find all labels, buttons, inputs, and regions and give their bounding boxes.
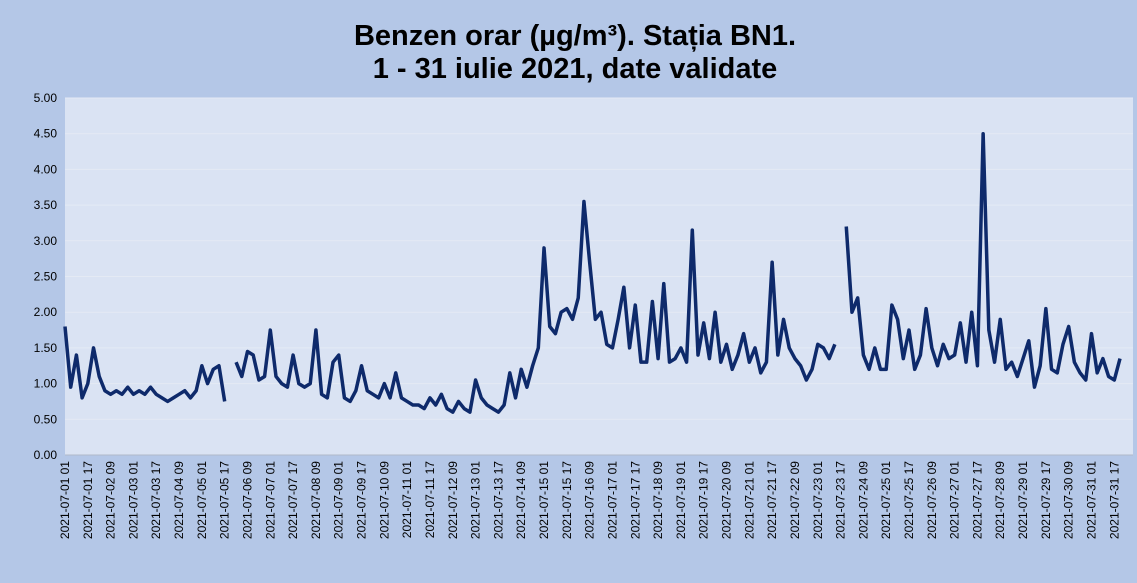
y-tick-label: 5.00 [34, 91, 58, 105]
y-tick-label: 0.00 [34, 448, 58, 462]
x-tick-label: 2021-07-09 01 [332, 461, 346, 539]
x-tick-label: 2021-07-29 17 [1039, 461, 1053, 539]
x-tick-label: 2021-07-05 17 [218, 461, 232, 539]
x-tick-label: 2021-07-25 01 [879, 461, 893, 539]
x-tick-label: 2021-07-01 01 [58, 461, 72, 539]
y-tick-label: 2.00 [34, 305, 58, 319]
x-tick-label: 2021-07-07 17 [286, 461, 300, 539]
x-tick-label: 2021-07-27 17 [970, 461, 984, 539]
x-tick-label: 2021-07-06 09 [240, 461, 254, 539]
x-tick-label: 2021-07-01 17 [81, 461, 95, 539]
y-tick-label: 0.50 [34, 412, 58, 426]
x-tick-label: 2021-07-19 17 [697, 461, 711, 539]
x-tick-label: 2021-07-03 17 [149, 461, 163, 539]
x-tick-label: 2021-07-21 17 [765, 461, 779, 539]
y-tick-label: 1.00 [34, 377, 58, 391]
x-tick-label: 2021-07-23 01 [811, 461, 825, 539]
x-tick-label: 2021-07-11 01 [400, 461, 414, 539]
x-tick-label: 2021-07-13 17 [491, 461, 505, 539]
x-tick-label: 2021-07-21 01 [742, 461, 756, 539]
x-tick-label: 2021-07-17 01 [605, 461, 619, 539]
x-tick-label: 2021-07-09 17 [355, 461, 369, 539]
y-tick-label: 3.50 [34, 198, 58, 212]
x-tick-label: 2021-07-15 17 [560, 461, 574, 539]
x-tick-label: 2021-07-25 17 [902, 461, 916, 539]
x-tick-label: 2021-07-04 09 [172, 461, 186, 539]
x-tick-label: 2021-07-31 17 [1107, 461, 1121, 539]
x-tick-label: 2021-07-17 17 [628, 461, 642, 539]
x-tick-label: 2021-07-14 09 [514, 461, 528, 539]
y-tick-label: 3.00 [34, 234, 58, 248]
x-tick-label: 2021-07-03 01 [126, 461, 140, 539]
x-tick-label: 2021-07-12 09 [446, 461, 460, 539]
x-tick-label: 2021-07-16 09 [583, 461, 597, 539]
x-tick-label: 2021-07-19 01 [674, 461, 688, 539]
x-tick-label: 2021-07-20 09 [720, 461, 734, 539]
x-tick-label: 2021-07-26 09 [925, 461, 939, 539]
y-tick-label: 1.50 [34, 341, 58, 355]
chart-title: 1 - 31 iulie 2021, date validate [373, 53, 778, 85]
x-tick-label: 2021-07-07 01 [263, 461, 277, 539]
y-tick-label: 2.50 [34, 270, 58, 284]
x-tick-label: 2021-07-02 09 [104, 461, 118, 539]
x-tick-label: 2021-07-05 01 [195, 461, 209, 539]
chart-title: Benzen orar (µg/m³). Stația BN1. [354, 20, 796, 52]
x-tick-label: 2021-07-28 09 [993, 461, 1007, 539]
data-line [63, 131, 1122, 414]
x-tick-label: 2021-07-29 01 [1016, 461, 1030, 539]
x-tick-label: 2021-07-08 09 [309, 461, 323, 539]
x-tick-label: 2021-07-18 09 [651, 461, 665, 539]
x-tick-label: 2021-07-22 09 [788, 461, 802, 539]
x-tick-label: 2021-07-23 17 [834, 461, 848, 539]
x-tick-label: 2021-07-27 01 [948, 461, 962, 539]
x-tick-label: 2021-07-31 01 [1084, 461, 1098, 539]
x-tick-label: 2021-07-15 01 [537, 461, 551, 539]
x-tick-label: 2021-07-30 09 [1062, 461, 1076, 539]
x-tick-label: 2021-07-13 01 [469, 461, 483, 539]
y-tick-label: 4.00 [34, 162, 58, 176]
x-tick-label: 2021-07-11 17 [423, 461, 437, 539]
y-tick-label: 4.50 [34, 127, 58, 141]
x-tick-label: 2021-07-10 09 [377, 461, 391, 539]
x-tick-label: 2021-07-24 09 [856, 461, 870, 539]
